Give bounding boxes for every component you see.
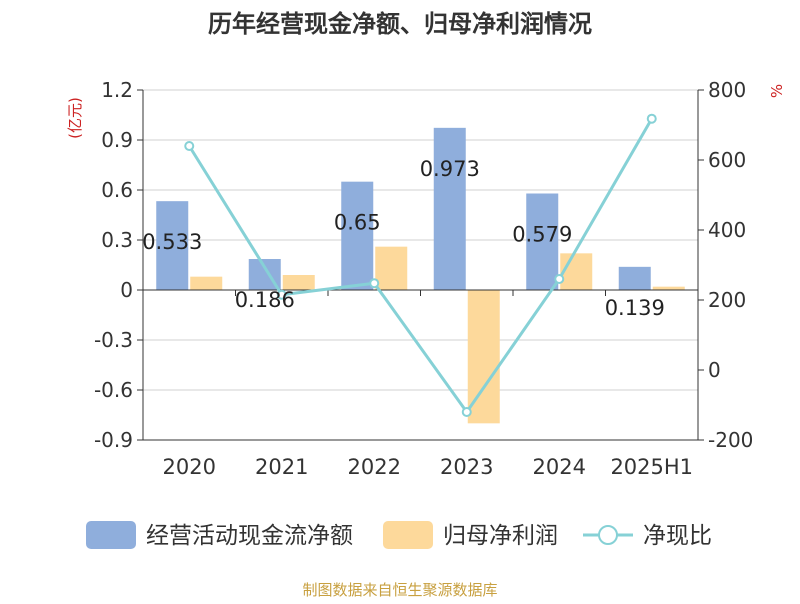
- bar-cashflow: [526, 193, 559, 290]
- category-label: 2020: [163, 455, 216, 479]
- category-label: 2022: [348, 455, 401, 479]
- legend-label: 经营活动现金流净额: [146, 523, 353, 549]
- bar-netprofit: [560, 253, 593, 290]
- ratio-line-path: [187, 117, 654, 415]
- right-tick-label: 400: [708, 218, 746, 242]
- left-tick-label: -0.9: [94, 428, 133, 452]
- legend: 经营活动现金流净额 归母净利润 净现比: [86, 521, 712, 549]
- bar-value-label: 0.186: [235, 288, 295, 312]
- left-tick-label: 0.6: [101, 178, 133, 202]
- data-labels: 0.533 0.186 0.65 0.973 0.579 0.139: [142, 157, 665, 320]
- bar-cashflow: [341, 181, 374, 290]
- gridlines: [143, 89, 698, 441]
- legend-swatch: [383, 521, 433, 549]
- left-tick-label: -0.6: [94, 378, 133, 402]
- left-tick-label: 0: [120, 278, 133, 302]
- legend-swatch: [86, 521, 136, 549]
- ratio-point: [554, 274, 565, 284]
- bar-value-label: 0.139: [605, 296, 665, 320]
- legend-label: 净现比: [643, 523, 712, 549]
- bar-netprofit: [282, 275, 315, 290]
- category-label: 2023: [440, 455, 493, 479]
- bar-value-label: 0.533: [142, 230, 202, 254]
- ratio-line: [184, 113, 657, 417]
- bar-cashflow: [433, 127, 466, 290]
- source-note: 制图数据来自恒生聚源数据库: [302, 581, 497, 599]
- left-tick-label: 0.9: [101, 128, 133, 152]
- right-tick-label: 600: [708, 148, 746, 172]
- chart-title: 历年经营现金净额、归母净利润情况: [208, 10, 592, 38]
- bar-value-label: 0.973: [420, 157, 480, 181]
- right-tick-label: -200: [708, 428, 753, 452]
- left-tick-label: 1.2: [101, 78, 133, 102]
- ratio-point: [184, 141, 195, 151]
- bar-netprofit: [190, 276, 223, 290]
- bar-value-label: 0.65: [334, 211, 381, 235]
- bar-netprofit: [375, 246, 408, 290]
- category-label: 2024: [533, 455, 586, 479]
- category-label: 2025H1: [610, 455, 693, 479]
- right-axis-unit: %: [768, 84, 786, 98]
- right-tick-label: 0: [708, 358, 721, 382]
- left-tick-label: 0.3: [101, 228, 133, 252]
- ratio-point: [461, 407, 472, 417]
- legend-label: 归母净利润: [443, 523, 558, 549]
- bar-cashflow: [156, 201, 189, 290]
- bar-netprofit: [652, 286, 685, 290]
- bar-value-label: 0.579: [512, 223, 572, 247]
- ratio-point: [369, 278, 380, 289]
- right-tick-label: 800: [708, 78, 746, 102]
- left-axis-unit: (亿元): [66, 97, 84, 139]
- left-tick-label: -0.3: [94, 328, 133, 352]
- legend-marker: [598, 525, 618, 545]
- bars: [156, 127, 685, 424]
- ratio-point: [276, 289, 287, 300]
- axes: 1.2 0.9 0.6 0.3 0 -0.3 -0.6 -0.9 800 600 400 200 0 -2…: [94, 78, 753, 479]
- bar-cashflow: [618, 266, 651, 290]
- category-label: 2021: [255, 455, 308, 479]
- right-tick-label: 200: [708, 288, 746, 312]
- ratio-point: [646, 113, 657, 124]
